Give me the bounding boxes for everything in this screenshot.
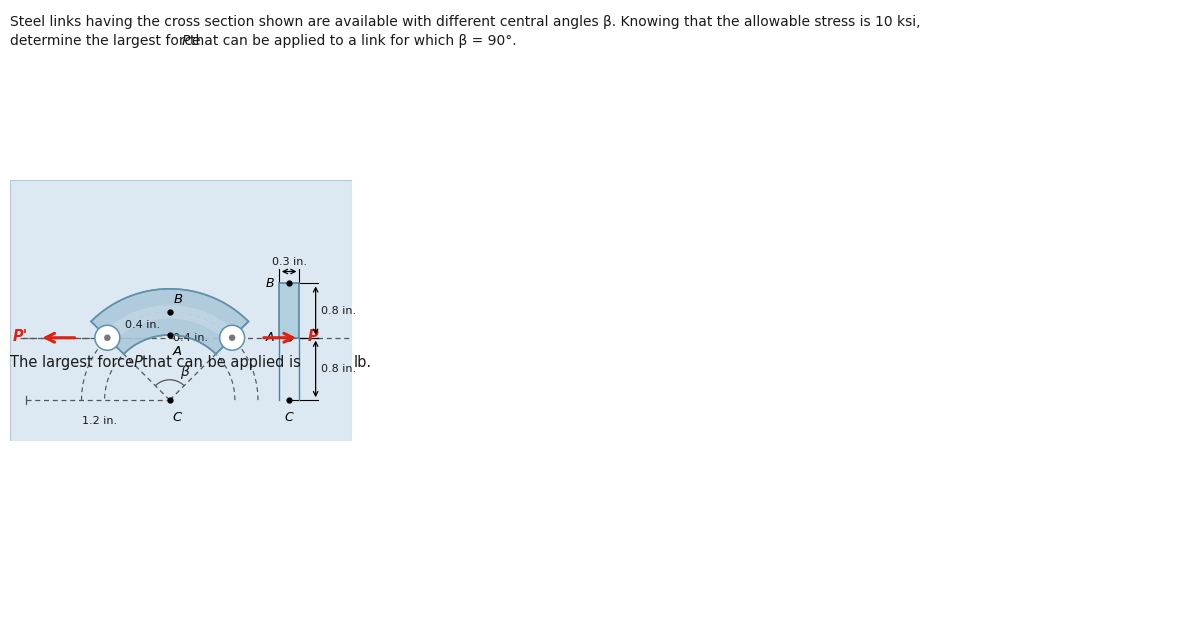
Text: Steel links having the cross section shown are available with different central : Steel links having the cross section sho… [10,15,920,30]
Text: 0.8 in.: 0.8 in. [322,305,356,316]
Text: B: B [266,277,275,290]
Text: 0.4 in.: 0.4 in. [125,320,160,329]
Polygon shape [102,305,236,342]
Text: 0.3 in.: 0.3 in. [271,257,307,267]
Text: lb.: lb. [354,355,372,370]
Text: P': P' [12,329,28,344]
Circle shape [220,325,245,350]
Circle shape [104,334,110,341]
Text: C: C [173,411,181,424]
Circle shape [229,334,235,341]
Text: P: P [308,329,319,344]
Text: 0.4 in.: 0.4 in. [173,333,209,343]
Bar [278,284,299,338]
Text: P: P [182,34,190,48]
Text: B: B [174,294,184,307]
Text: A: A [266,331,275,344]
Text: 1.2 in.: 1.2 in. [82,417,116,426]
Text: 0.8 in.: 0.8 in. [322,364,356,374]
Text: C: C [284,411,294,424]
Polygon shape [91,289,248,354]
Text: that can be applied to a link for which β = 90°.: that can be applied to a link for which … [190,34,517,48]
Circle shape [95,325,120,350]
Text: that can be applied is: that can be applied is [142,355,300,370]
Text: P: P [133,355,142,370]
Text: $\beta$: $\beta$ [180,363,190,381]
Text: A: A [173,345,181,358]
Text: determine the largest force: determine the largest force [10,34,204,48]
FancyBboxPatch shape [10,180,352,441]
Text: The largest force: The largest force [10,355,138,370]
